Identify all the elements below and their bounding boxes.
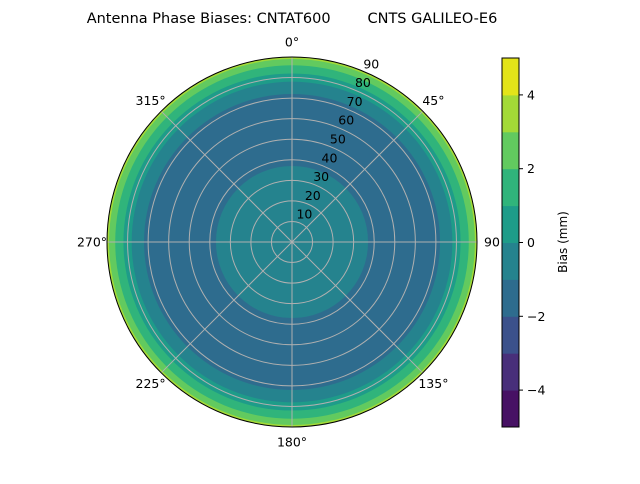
- r-tick-label: 60: [338, 113, 354, 128]
- r-tick-label: 90: [363, 56, 379, 71]
- colorbar-tick-label: −4: [527, 383, 545, 398]
- colorbar-segment: [502, 316, 519, 354]
- theta-tick-label: 45°: [422, 93, 444, 108]
- theta-grid-line: [160, 110, 293, 243]
- polar-axis-frame: [106, 56, 478, 428]
- polar-tick-labels: 0° 45° 90 135° 180° 225° 270° 315° 10 20 30 40 50 60 7…: [77, 35, 500, 450]
- colorbar-tick-label: −2: [527, 309, 545, 324]
- theta-tick-label: 0°: [285, 35, 299, 50]
- r-tick-label: 80: [355, 75, 371, 90]
- colorbar-segment: [502, 242, 519, 280]
- theta-tick-label: 90: [484, 235, 500, 250]
- colorbar-segment: [502, 94, 519, 133]
- polar-grid: [106, 56, 478, 428]
- theta-grid-line: [291, 110, 424, 243]
- colorbar-segment: [502, 58, 519, 96]
- r-tick-label: 10: [296, 207, 312, 222]
- theta-tick-label: 135°: [418, 376, 448, 391]
- theta-tick-label: 270°: [77, 235, 107, 250]
- r-tick-label: 30: [313, 169, 329, 184]
- theta-tick-label: 315°: [136, 93, 166, 108]
- colorbar: −4 −2 0 2 4: [501, 57, 545, 428]
- r-tick-label: 20: [305, 188, 321, 203]
- colorbar-segment: [502, 390, 519, 428]
- colorbar-tick-label: 4: [527, 87, 535, 102]
- colorbar-segment: [502, 131, 519, 170]
- colorbar-label: Bias (mm): [556, 211, 570, 273]
- colorbar-segment: [502, 205, 519, 243]
- chart-title: Antenna Phase Biases: CNTAT600 CNTS GALI…: [87, 11, 498, 27]
- theta-grid-line: [291, 241, 424, 374]
- theta-tick-label: 225°: [136, 376, 166, 391]
- colorbar-segment: [502, 353, 519, 391]
- r-tick-label: 70: [347, 94, 363, 109]
- colorbar-segment: [502, 279, 519, 317]
- theta-tick-label: 180°: [277, 435, 307, 450]
- colorbar-tick-label: 0: [527, 235, 535, 250]
- colorbar-segment: [502, 168, 519, 207]
- theta-grid-line: [160, 241, 293, 374]
- r-tick-label: 40: [322, 150, 338, 165]
- colorbar-tick-label: 2: [527, 161, 535, 176]
- r-tick-label: 50: [330, 131, 346, 146]
